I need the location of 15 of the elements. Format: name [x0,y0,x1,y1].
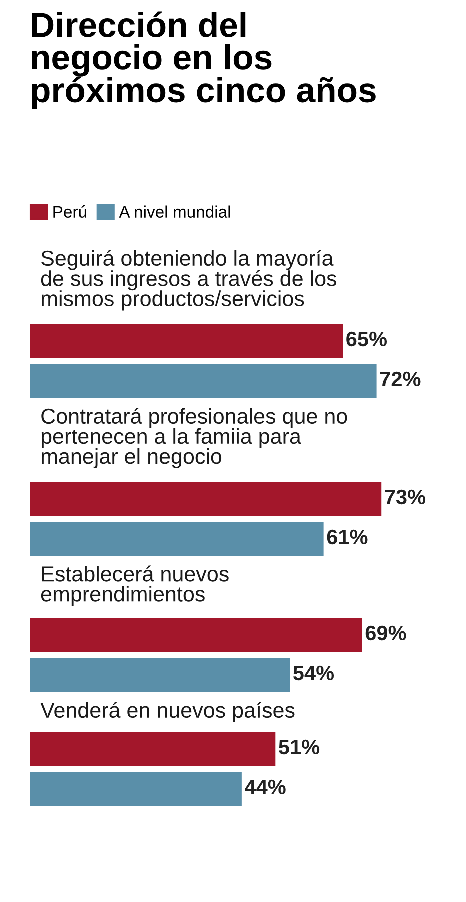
y-tick-label: Contratará profesionales que no pertenecen a la famiia para manejar el negocio [42,408,348,468]
data-label: 61% [327,530,368,545]
data-label: 73% [385,490,426,505]
legend-label: A nivel mundial [119,206,230,218]
data-label: 65% [346,332,388,347]
data-label: 44% [245,780,286,795]
y-tick-label: Establecerá nuevos emprendimientos [41,566,229,606]
y-tick-label: Venderá en nuevos países [40,702,295,722]
data-label: 72% [380,372,421,387]
data-label: 54% [294,666,334,681]
chart-title: Dirección del negocio en los próximos cinco años [32,12,376,110]
data-label: 69% [366,626,406,641]
legend-label: Perú [54,206,86,218]
data-label: 51% [279,740,320,755]
y-tick-label: Seguirá obteniendo la mayoría de sus ingresos a través de los mismos productos/servicios [41,250,337,311]
